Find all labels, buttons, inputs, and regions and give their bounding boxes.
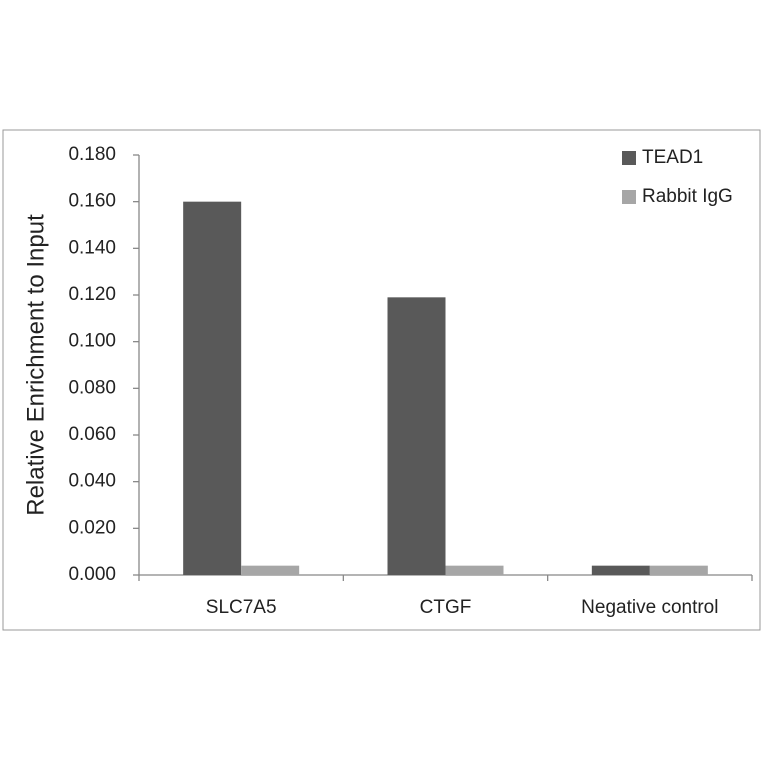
chart-frame [2,129,761,631]
bar [649,565,708,575]
x-tick-label: CTGF [420,597,472,618]
y-tick-label: 0.060 [68,424,116,445]
legend-swatch [622,190,636,204]
x-tick-label: Negative control [581,597,718,618]
y-tick-label: 0.120 [68,284,116,305]
y-tick-label: 0.100 [68,331,116,352]
y-tick-label: 0.140 [68,237,116,258]
y-axis-label: Relative Enrichment to Input [22,214,49,516]
bar [387,297,446,575]
bar [241,565,300,575]
y-tick-label: 0.080 [68,377,116,398]
bar [183,201,242,575]
y-tick-label: 0.020 [68,517,116,538]
legend-swatch [622,151,636,165]
legend-label: Rabbit IgG [642,186,733,207]
bar [445,565,504,575]
y-tick-label: 0.040 [68,471,116,492]
legend-label: TEAD1 [642,147,703,168]
y-tick-label: 0.000 [68,564,116,585]
y-tick-label: 0.180 [68,144,116,165]
bar [591,565,650,575]
x-tick-label: SLC7A5 [206,597,277,618]
y-tick-label: 0.160 [68,191,116,212]
